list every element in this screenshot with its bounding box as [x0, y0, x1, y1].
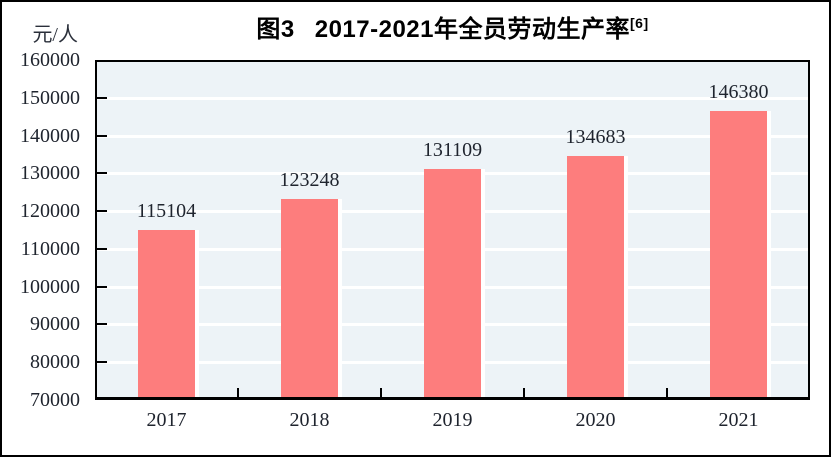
x-tick-label-2020: 2020 — [575, 409, 616, 431]
y-tick-label: 140000 — [20, 124, 80, 147]
y-tick-label: 150000 — [20, 86, 80, 109]
bar-highlight — [624, 155, 628, 400]
bar-highlight — [481, 169, 485, 400]
data-label-2018: 123248 — [279, 168, 340, 191]
bar-2021 — [710, 111, 767, 400]
y-axis-tick — [97, 210, 107, 213]
bar-highlight — [767, 111, 771, 400]
x-axis-tick — [237, 388, 239, 398]
bar-2020 — [567, 155, 624, 400]
y-tick-label: 120000 — [20, 200, 80, 223]
y-axis-tick — [97, 247, 107, 250]
x-axis-tick — [523, 388, 525, 398]
y-axis-tick — [97, 323, 107, 326]
y-tick-label: 160000 — [20, 49, 80, 71]
bar-series: 115104 123248 131109 134683 146380 — [95, 60, 810, 400]
gridline — [97, 134, 808, 138]
chart-title: 图3 2017-2021年全员劳动生产率[6] — [95, 9, 810, 44]
y-axis-tick — [97, 361, 107, 364]
bar-highlight — [195, 229, 199, 400]
data-label-2019: 131109 — [422, 139, 483, 162]
y-tick-label: 110000 — [20, 237, 80, 260]
chart-title-main: 2017-2021年全员劳动生产率 — [314, 16, 630, 43]
bar-highlight — [338, 198, 342, 400]
data-label-2020: 134683 — [565, 125, 626, 148]
y-tick-label: 70000 — [30, 389, 80, 411]
chart-title-prefix: 图3 — [256, 16, 295, 43]
data-label-2017: 115104 — [136, 199, 197, 222]
y-tick-label: 90000 — [30, 313, 80, 336]
x-tick-label-2019: 2019 — [432, 409, 473, 431]
gridline — [97, 96, 808, 100]
y-tick-label: 100000 — [20, 275, 80, 298]
chart-title-footnote-ref: [6] — [630, 15, 649, 31]
data-label-2021: 146380 — [708, 81, 769, 104]
x-tick-label-2018: 2018 — [289, 409, 330, 431]
x-tick-label-2017: 2017 — [146, 409, 187, 431]
bar-2017 — [138, 229, 195, 400]
bar-2018 — [281, 198, 338, 400]
y-axis-tick — [97, 285, 107, 288]
y-axis-unit-label: 元/人 — [32, 24, 78, 46]
y-tick-label: 130000 — [20, 162, 80, 185]
bar-2019 — [424, 169, 481, 400]
y-axis-tick — [97, 134, 107, 137]
plot-area: 115104 123248 131109 134683 146380 — [95, 60, 810, 400]
x-axis-tick — [666, 388, 668, 398]
y-axis-tick — [97, 96, 107, 99]
x-tick-label-2021: 2021 — [718, 409, 759, 431]
y-axis-tick — [97, 172, 107, 175]
y-tick-label: 80000 — [30, 351, 80, 374]
x-axis-tick — [380, 388, 382, 398]
